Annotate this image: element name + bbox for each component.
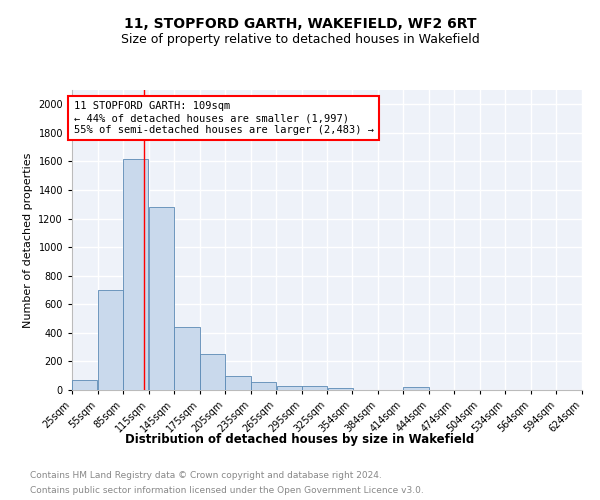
Bar	[175, 327, 199, 390]
Bar	[251, 382, 276, 390]
Bar	[226, 376, 251, 390]
Bar	[72, 380, 97, 390]
Bar	[403, 387, 428, 390]
Text: 11 STOPFORD GARTH: 109sqm
← 44% of detached houses are smaller (1,997)
55% of se: 11 STOPFORD GARTH: 109sqm ← 44% of detac…	[74, 102, 374, 134]
Bar	[277, 386, 302, 390]
Text: Distribution of detached houses by size in Wakefield: Distribution of detached houses by size …	[125, 432, 475, 446]
Text: Size of property relative to detached houses in Wakefield: Size of property relative to detached ho…	[121, 32, 479, 46]
Text: 11, STOPFORD GARTH, WAKEFIELD, WF2 6RT: 11, STOPFORD GARTH, WAKEFIELD, WF2 6RT	[124, 18, 476, 32]
Bar	[149, 207, 174, 390]
Bar	[98, 290, 123, 390]
Text: Contains public sector information licensed under the Open Government Licence v3: Contains public sector information licen…	[30, 486, 424, 495]
Y-axis label: Number of detached properties: Number of detached properties	[23, 152, 33, 328]
Bar	[302, 386, 327, 390]
Bar	[200, 354, 225, 390]
Bar	[123, 158, 148, 390]
Text: Contains HM Land Registry data © Crown copyright and database right 2024.: Contains HM Land Registry data © Crown c…	[30, 471, 382, 480]
Bar	[328, 388, 353, 390]
